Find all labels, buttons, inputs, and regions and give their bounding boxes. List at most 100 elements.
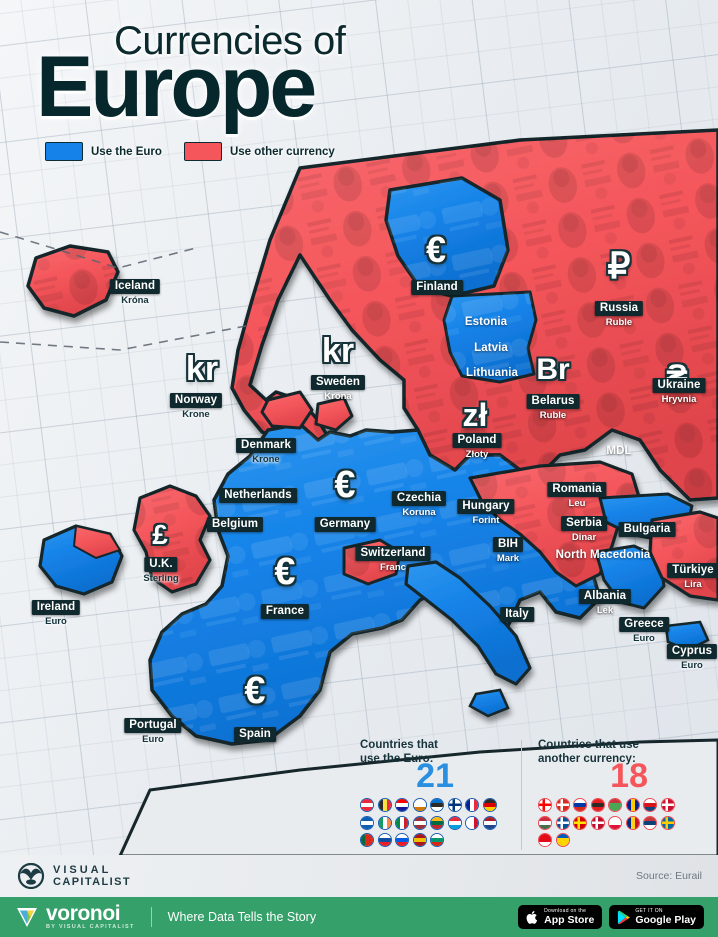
map-label-greece: Greece Euro xyxy=(619,614,669,644)
map-label-ireland: Ireland Euro xyxy=(31,597,81,627)
currency-name-bih: Mark xyxy=(496,553,520,564)
flag-fill xyxy=(448,816,461,829)
map-label-ukraine: Ukraine Hryvnia xyxy=(652,375,706,405)
country-name-hungary: Hungary xyxy=(457,498,515,514)
google-play-badge[interactable]: GET IT ON Google Play xyxy=(609,905,704,929)
currency-symbol-u-k-: £ xyxy=(152,519,168,550)
map-label-portugal: Portugal Euro xyxy=(124,715,182,745)
map-label-estonia: Estonia xyxy=(460,312,512,330)
currency-name-albania: Lek xyxy=(596,605,614,616)
country-name-greece: Greece xyxy=(619,616,669,632)
app-store-badge[interactable]: Download on the App Store xyxy=(518,905,603,929)
stat-euro-heading: Countries that use the Euro: xyxy=(360,739,438,766)
flag-italy xyxy=(395,815,409,830)
flag-germany xyxy=(482,798,497,813)
country-name-belarus: Belarus xyxy=(526,393,580,409)
country-name-t-rkiye: Türkiye xyxy=(667,562,718,578)
flag-cyprus xyxy=(412,798,427,813)
flag-fill xyxy=(626,816,639,829)
country-name-u-k-: U.K. xyxy=(144,556,178,572)
visual-capitalist-mark-icon xyxy=(17,863,45,889)
region-ireland xyxy=(38,524,124,596)
stat-euro-count: 21 xyxy=(416,756,454,795)
voronoi-mark-icon xyxy=(17,908,37,927)
map-label-norway: Norway Krone xyxy=(169,390,223,420)
map-label-germany: Germany xyxy=(314,514,376,532)
google-play-text: GET IT ON Google Play xyxy=(635,908,696,926)
currency-name-switzerland: Franc xyxy=(380,562,406,573)
currency-name-romania: Leu xyxy=(568,498,586,509)
flag-albania xyxy=(590,798,605,813)
currency-name-greece: Euro xyxy=(633,633,655,644)
flag-fill xyxy=(626,799,639,812)
country-name-sweden: Sweden xyxy=(310,374,366,390)
map-label-bulgaria: Bulgaria xyxy=(618,519,676,537)
stat-other-heading: Countries that use another currency: xyxy=(538,739,639,766)
flag-fill xyxy=(609,799,621,812)
country-name-russia: Russia xyxy=(594,300,644,316)
flag-fill xyxy=(378,834,391,847)
footer-credits-bar: VISUAL CAPITALIST Source: Eurail xyxy=(0,855,718,897)
currency-name-portugal: Euro xyxy=(142,734,164,745)
map-label-hungary: Hungary Forint xyxy=(457,496,515,526)
flag-fill xyxy=(361,799,373,812)
country-name-estonia: Estonia xyxy=(464,316,508,328)
title-block: Currencies of Europe xyxy=(36,19,346,130)
legend-swatch-euro xyxy=(45,142,83,161)
flag-fill xyxy=(413,834,426,847)
flag-fill xyxy=(396,799,408,812)
flag-switzerland xyxy=(555,798,570,813)
map-label-lithuania: Lithuania xyxy=(461,363,523,381)
flag-fill xyxy=(644,816,656,829)
flag-latvia xyxy=(412,815,427,830)
currency-name-iceland: Króna xyxy=(121,295,149,306)
map-label-czechia: Czechia Koruna xyxy=(391,488,447,518)
footer-voronoi-bar: voronoi BY VISUAL CAPITALIST Where Data … xyxy=(0,897,718,937)
country-name-mdl: MDL xyxy=(606,445,632,457)
country-name-belgium: Belgium xyxy=(206,516,264,532)
flag-austria xyxy=(360,798,374,813)
currency-name-ireland: Euro xyxy=(45,616,67,627)
flag-russia xyxy=(573,798,587,813)
flag-cross-v xyxy=(574,816,586,829)
visual-capitalist-logo[interactable]: VISUAL CAPITALIST xyxy=(16,863,131,889)
currency-symbol-russia: ₽ xyxy=(607,245,631,286)
country-name-finland: Finland xyxy=(411,279,463,295)
flag-cross-v xyxy=(661,799,674,812)
map-label-sweden: Sweden Krona xyxy=(310,372,366,402)
currency-name-denmark: Krone xyxy=(252,454,280,465)
flag-cross-v xyxy=(556,816,569,829)
country-name-germany: Germany xyxy=(314,516,376,532)
map-label-italy: Italy xyxy=(500,604,534,622)
stat-other: Countries that use another currency: 18 xyxy=(512,738,690,848)
stats-divider xyxy=(521,740,522,850)
flag-fill xyxy=(574,799,586,812)
region-italy xyxy=(404,560,532,718)
country-name-latvia: Latvia xyxy=(474,342,508,354)
map-label-france: France xyxy=(260,601,310,619)
flag-spain xyxy=(412,833,427,848)
currency-name-ukraine: Hryvnia xyxy=(661,394,697,405)
voronoi-logo[interactable]: voronoi BY VISUAL CAPITALIST xyxy=(14,903,135,931)
country-name-poland: Poland xyxy=(452,432,502,448)
title-line-1: Currencies of xyxy=(114,19,346,63)
flag-fill xyxy=(396,834,408,847)
flag-lithuania xyxy=(430,815,444,830)
flag-t-rkiye xyxy=(538,833,552,848)
flag-fill xyxy=(361,816,373,829)
legend-item-euro: Use the Euro xyxy=(45,142,162,161)
map-label-u-k-: U.K. Sterling xyxy=(143,554,179,584)
flag-norway xyxy=(590,815,605,830)
map-label-netherlands: Netherlands xyxy=(219,485,297,503)
footer-tagline: Where Data Tells the Story xyxy=(167,910,317,924)
country-name-bih: BIH xyxy=(492,536,524,552)
country-name-serbia: Serbia xyxy=(561,515,607,531)
country-name-portugal: Portugal xyxy=(124,717,182,733)
flag-greece xyxy=(360,815,374,830)
flag-fill xyxy=(483,799,496,812)
country-name-france: France xyxy=(260,603,310,619)
map-label-finland: Finland xyxy=(411,277,463,295)
country-name-italy: Italy xyxy=(500,606,534,622)
currency-name-serbia: Dinar xyxy=(571,532,597,543)
